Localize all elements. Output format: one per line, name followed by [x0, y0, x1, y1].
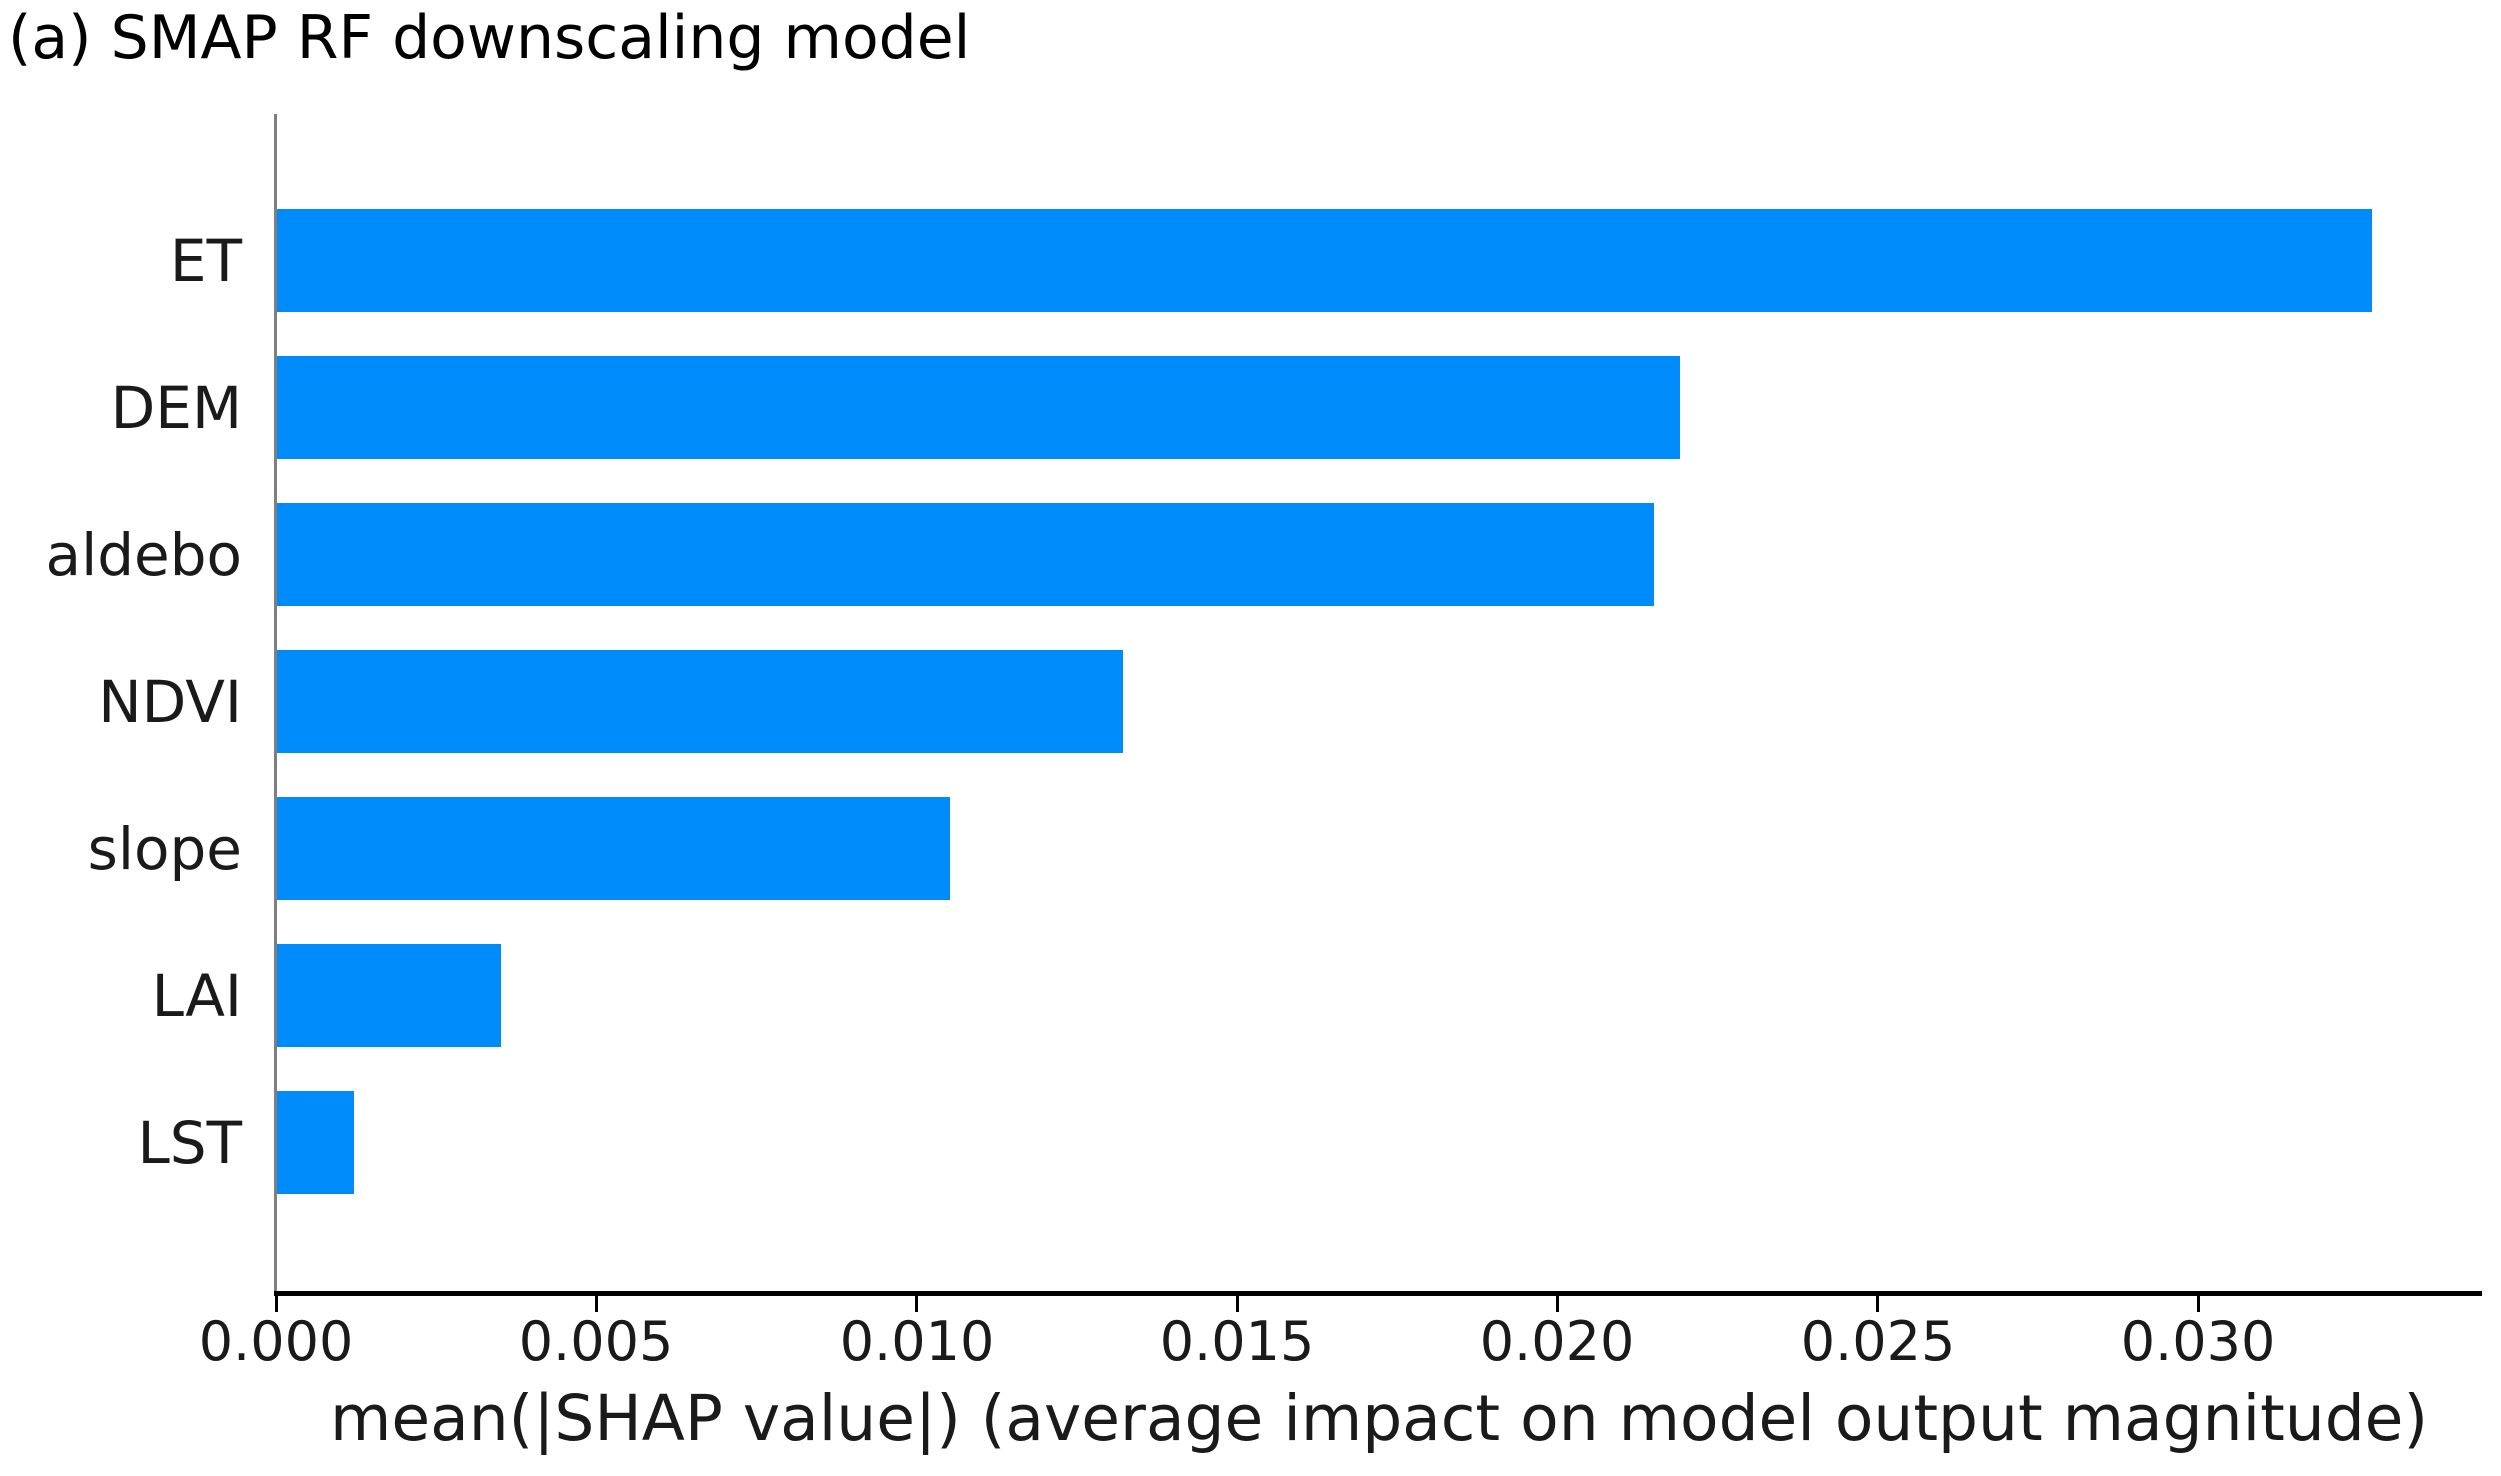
y-tick-label-LAI: LAI	[151, 962, 242, 1030]
y-tick-label-slope: slope	[87, 815, 242, 883]
x-tick-label: 0.025	[1800, 1310, 1956, 1373]
y-tick-label-DEM: DEM	[110, 374, 242, 442]
y-tick-label-ET: ET	[169, 227, 242, 295]
x-tick-mark	[915, 1296, 918, 1312]
bar-slope	[277, 797, 950, 900]
bar-ET	[277, 209, 2372, 312]
bar-DEM	[277, 356, 1680, 459]
x-tick-label: 0.000	[198, 1310, 354, 1373]
x-tick-mark	[2197, 1296, 2200, 1312]
bar-LST	[277, 1091, 354, 1194]
y-tick-label-LST: LST	[137, 1109, 242, 1177]
x-tick-label: 0.015	[1159, 1310, 1315, 1373]
bar-aldebo	[277, 503, 1654, 606]
x-tick-mark	[595, 1296, 598, 1312]
bar-LAI	[277, 944, 501, 1047]
y-tick-label-aldebo: aldebo	[45, 521, 242, 589]
x-tick-mark	[1236, 1296, 1239, 1312]
x-tick-mark	[1876, 1296, 1879, 1312]
x-tick-label: 0.010	[839, 1310, 995, 1373]
x-axis-label: mean(|SHAP value|) (average impact on mo…	[329, 1382, 2429, 1455]
x-tick-label: 0.020	[1479, 1310, 1635, 1373]
x-tick-mark	[1556, 1296, 1559, 1312]
x-tick-label: 0.030	[2120, 1310, 2276, 1373]
y-tick-label-NDVI: NDVI	[98, 668, 242, 736]
x-tick-label: 0.005	[518, 1310, 674, 1373]
bar-NDVI	[277, 650, 1123, 753]
y-axis-spine	[274, 114, 277, 1296]
x-tick-mark	[275, 1296, 278, 1312]
chart-title: (a) SMAP RF downscaling model	[8, 3, 971, 73]
x-axis-spine	[274, 1291, 2482, 1296]
